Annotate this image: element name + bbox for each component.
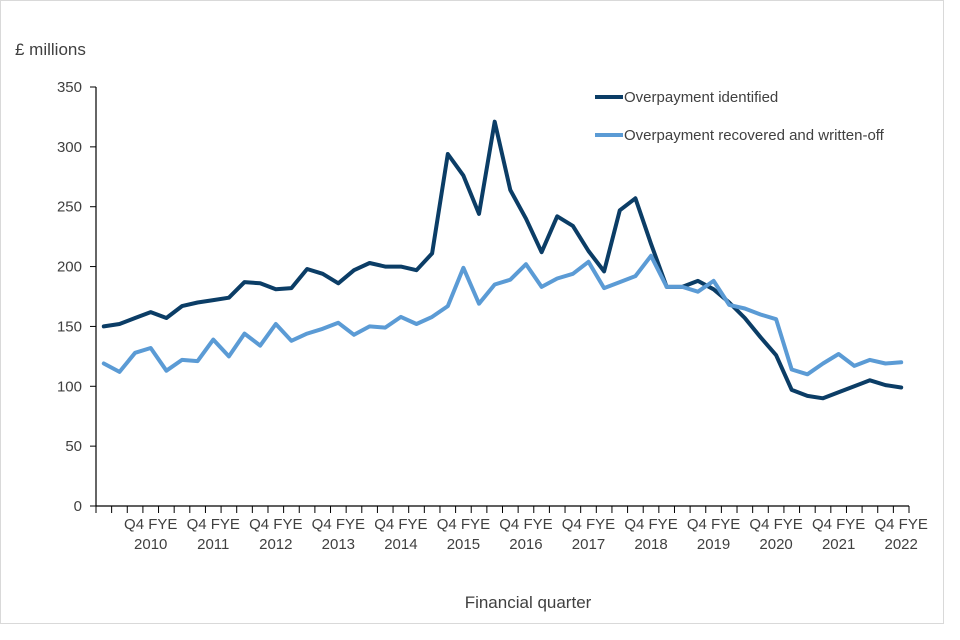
x-tick-label: Q4 FYE: [624, 516, 677, 533]
line-chart: £ millions Financial quarter 0 50 100 150 20…: [15, 40, 928, 612]
x-tick-label: Q4 FYE: [562, 516, 615, 533]
y-tick-label: 100: [57, 378, 82, 395]
x-tick-label: Q4 FYE: [249, 516, 302, 533]
x-axis-title: Financial quarter: [465, 593, 592, 612]
y-tick-label: 150: [57, 318, 82, 335]
x-tick-label: Q4 FYE: [749, 516, 802, 533]
x-tick-label: Q4 FYE: [812, 516, 865, 533]
y-tick-label: 300: [57, 139, 82, 156]
x-tick-label: Q4 FYE: [312, 516, 365, 533]
x-tick-label: Q4 FYE: [499, 516, 552, 533]
x-tick-label: Q4 FYE: [374, 516, 427, 533]
x-tick-label-year: 2019: [697, 536, 730, 553]
series-layer: [101, 119, 904, 401]
x-tick-label-year: 2018: [634, 536, 667, 553]
x-tick-label-year: 2010: [134, 536, 167, 553]
y-tick-label: 250: [57, 199, 82, 216]
x-tick-label-year: 2020: [759, 536, 792, 553]
x-tick-label-year: 2012: [259, 536, 292, 553]
y-axis-title: £ millions: [15, 40, 86, 59]
chart-container: £ millions Financial quarter 0 50 100 150 20…: [0, 0, 944, 624]
legend-label: Overpayment identified: [624, 89, 778, 106]
x-tick-label-year: 2022: [884, 536, 917, 553]
x-tick-label: Q4 FYE: [875, 516, 928, 533]
axes: 0 50 100 150 200 250 300 350 Q4 FYE 2010 Q4 FYE 201…: [57, 79, 928, 553]
y-tick-label: 50: [65, 438, 82, 455]
legend: Overpayment identified Overpayment recove…: [595, 89, 885, 144]
x-tick-label-year: 2016: [509, 536, 542, 553]
x-tick-label-year: 2017: [572, 536, 605, 553]
x-tick-label: Q4 FYE: [437, 516, 490, 533]
legend-label: Overpayment recovered and written-off: [624, 127, 885, 144]
y-tick-label: 0: [74, 498, 82, 515]
x-tick-label-year: 2021: [822, 536, 855, 553]
y-tick-label: 200: [57, 259, 82, 276]
x-tick-label: Q4 FYE: [187, 516, 240, 533]
x-tick-label-year: 2013: [322, 536, 355, 553]
x-tick-label-year: 2011: [197, 536, 229, 553]
x-tick-label-year: 2015: [447, 536, 480, 553]
series-line-identified: [101, 119, 904, 401]
x-tick-label: Q4 FYE: [124, 516, 177, 533]
y-tick-label: 350: [57, 79, 82, 96]
x-tick-label: Q4 FYE: [687, 516, 740, 533]
series-line-recovered: [101, 253, 904, 377]
x-tick-label-year: 2014: [384, 536, 417, 553]
